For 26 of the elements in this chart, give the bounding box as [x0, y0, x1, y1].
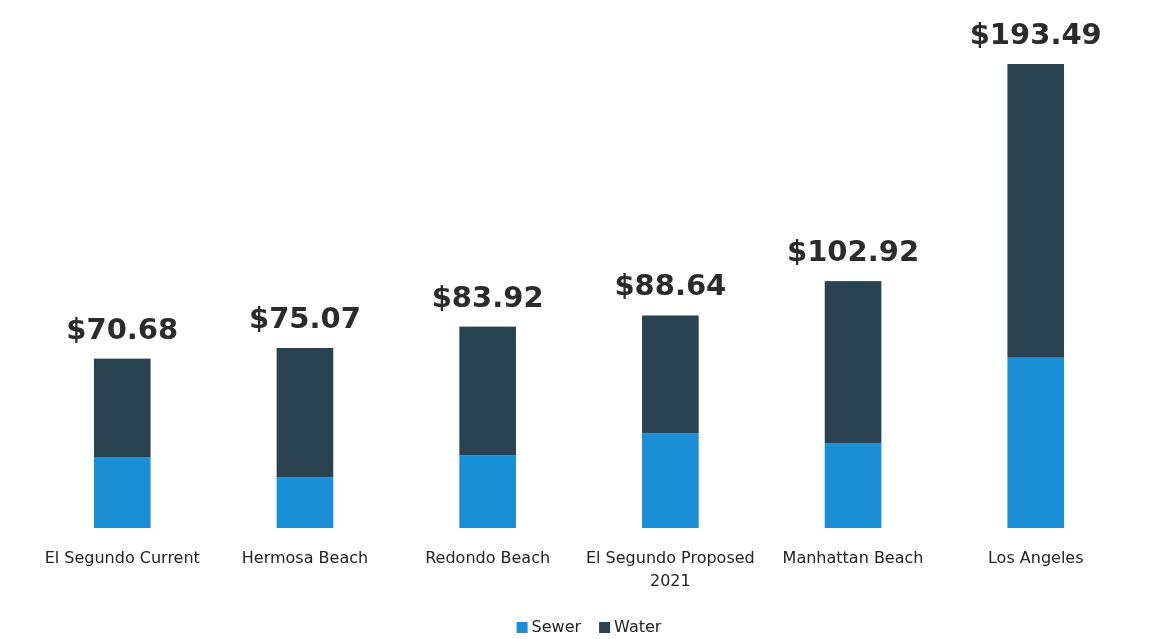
bar [459, 326, 516, 456]
bar [824, 281, 882, 444]
annotation: $193.49 [969, 17, 1102, 51]
annotation: $70.68 [66, 311, 179, 346]
annotation: $88.64 [614, 268, 727, 303]
bar [459, 455, 516, 528]
annotation: $75.07 [249, 300, 361, 335]
bar [642, 433, 699, 528]
x-tick-label: Hermosa Beach [241, 548, 369, 567]
bar [276, 477, 334, 528]
bar [276, 347, 334, 478]
bar [824, 443, 882, 528]
annotation: $83.92 [431, 279, 544, 314]
annotation: $102.92 [787, 234, 920, 269]
bar [1007, 64, 1065, 358]
x-tick-label: El Segundo Proposed 2021 [585, 548, 755, 591]
legend-label: Water [614, 617, 662, 636]
x-tick-label: Los Angeles [987, 548, 1084, 567]
x-tick-label: Redondo Beach [425, 548, 551, 567]
legend-label: Sewer [531, 617, 582, 636]
bar [93, 358, 151, 458]
bar [1007, 357, 1065, 528]
x-tick-label: El Segundo Current [44, 548, 200, 567]
bar [93, 457, 151, 528]
bar [642, 315, 699, 434]
x-tick-label: Manhattan Beach [782, 548, 924, 567]
